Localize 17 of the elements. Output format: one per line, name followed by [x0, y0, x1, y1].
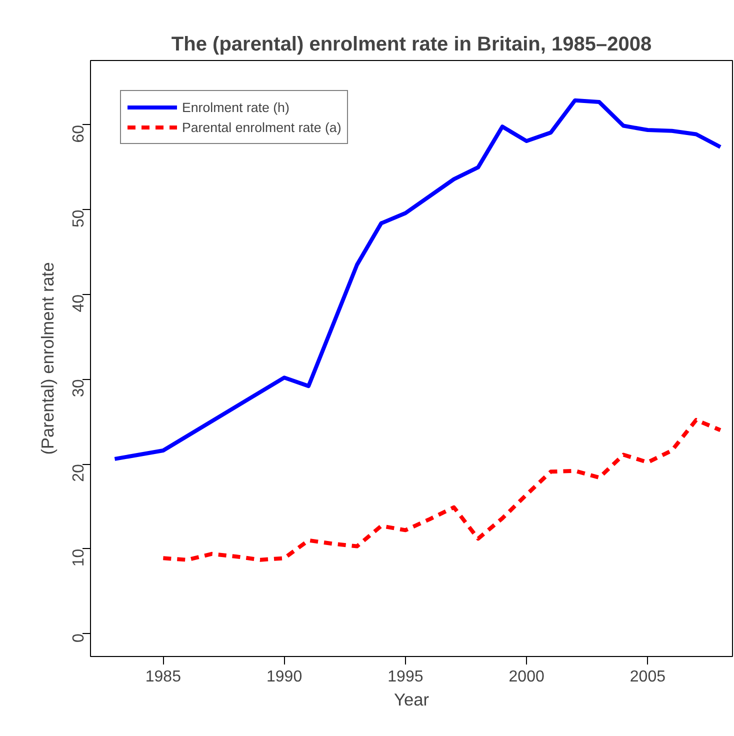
- y-tick-label: 50: [70, 210, 88, 228]
- legend-label: Parental enrolment rate (a): [182, 120, 342, 134]
- x-tick-label: 2005: [630, 668, 666, 686]
- y-axis-title: (Parental) enrolment rate: [38, 262, 58, 455]
- y-tick-label: 30: [70, 379, 88, 398]
- y-tick-label: 0: [70, 634, 88, 643]
- y-tick-label: 60: [70, 124, 88, 143]
- y-tick-label: 10: [70, 548, 88, 567]
- x-tick-label: 1995: [388, 668, 424, 686]
- x-tick-label: 1990: [266, 668, 302, 686]
- y-tick-label: 20: [70, 464, 88, 482]
- x-tick-label: 2000: [508, 668, 544, 686]
- chart-title: The (parental) enrolment rate in Britain, 1985–2008: [171, 34, 652, 56]
- legend-label: Enrolment rate (h): [182, 100, 290, 114]
- x-tick-label: 1985: [145, 668, 182, 686]
- y-tick-label: 40: [70, 294, 88, 312]
- x-axis-title: Year: [394, 690, 430, 710]
